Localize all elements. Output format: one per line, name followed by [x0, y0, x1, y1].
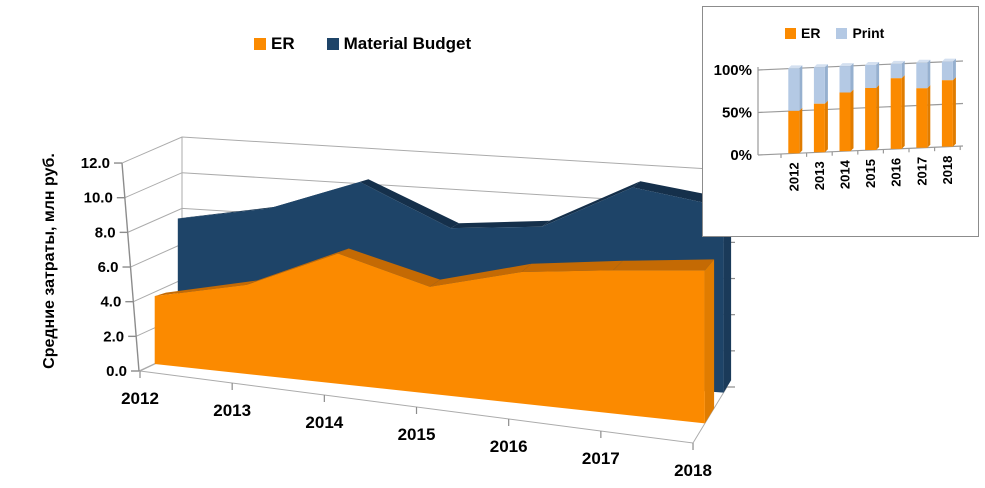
inset-er-legend-label: ER	[801, 25, 821, 41]
inset-y-tick-label: 0%	[730, 147, 752, 164]
print-bar-cap	[916, 59, 931, 63]
material-budget-area-top-surface	[359, 179, 459, 229]
inset-x-axis-label-2016: 2016	[889, 158, 904, 187]
er-legend-swatch	[254, 38, 266, 50]
x-axis-label-2014: 2014	[305, 413, 343, 432]
y-tick-label: 12.0	[81, 155, 110, 172]
er-bar-side	[876, 85, 880, 150]
print-bar-segment	[865, 65, 877, 88]
print-bar-side	[952, 58, 956, 81]
er-bar-segment	[890, 78, 902, 149]
er-bar-segment	[813, 103, 825, 153]
material-budget-area-top-surface	[177, 206, 278, 219]
x-axis-label-2012: 2012	[121, 389, 159, 408]
print-bar-segment	[890, 63, 902, 79]
er-bar-side	[824, 100, 828, 153]
er-area-side-face	[704, 259, 715, 424]
er-bar-side	[952, 77, 956, 147]
material-budget-legend-swatch	[326, 38, 339, 50]
y-tick-label: 4.0	[100, 294, 121, 311]
print-bar-side	[799, 65, 803, 111]
print-bar-cap	[865, 62, 880, 65]
inset-y-tick-label: 100%	[714, 62, 752, 79]
legend-item-material-budget: Material Budget	[326, 34, 472, 54]
gridline-12	[121, 136, 728, 171]
er-bar-segment	[941, 80, 953, 147]
er-area-front-face	[154, 253, 705, 424]
legend-item-er: ER	[254, 34, 295, 54]
print-bar-side	[850, 63, 854, 93]
er-area-top-surface	[613, 259, 715, 271]
inset-legend-item-er: ER	[785, 25, 820, 41]
material-budget-area-side-face	[723, 199, 732, 393]
y-tick-label: 8.0	[95, 224, 116, 241]
er-bar-side	[850, 89, 854, 152]
er-bar-segment	[865, 88, 877, 150]
y-axis-title: Средние затраты, млн руб.	[41, 153, 58, 369]
er-area-top-surface	[246, 248, 349, 285]
y-tick-label: 2.0	[103, 328, 124, 345]
print-bar-segment	[839, 66, 851, 93]
inset-y-tick-label: 50%	[722, 105, 752, 122]
main-legend: ER Material Budget	[254, 34, 503, 54]
er-area-top-surface	[338, 248, 441, 287]
print-bar-cap	[788, 65, 803, 69]
material-budget-area-top-surface	[450, 220, 550, 229]
y-tick-label: 10.0	[84, 190, 113, 207]
inset-legend-item-print: Print	[836, 25, 884, 41]
er-bar-segment	[839, 92, 851, 152]
material-budget-legend-label: Material Budget	[343, 34, 472, 53]
print-legend-label: Print	[852, 25, 885, 41]
y-tick-label: 0.0	[106, 363, 127, 380]
inset-er-legend-swatch	[785, 27, 796, 39]
print-bar-cap	[813, 64, 828, 68]
er-bar-side	[901, 75, 905, 149]
print-bar-segment	[788, 68, 800, 111]
y-tick-label: 6.0	[98, 259, 119, 276]
inset-stacked-bar-chart: 0% 50% 100% 2012 2013 2014 2015 2016 2017 2018	[714, 58, 964, 191]
print-bar-side	[876, 62, 880, 88]
er-area-top-surface	[154, 280, 258, 297]
material-budget-area-top-surface	[541, 181, 641, 227]
er-area-top-surface	[521, 260, 623, 272]
print-bar-segment	[916, 62, 928, 89]
inset-x-axis-label-2012: 2012	[786, 162, 801, 191]
print-bar-side	[824, 64, 828, 104]
inset-gridline-0	[757, 145, 964, 156]
inset-legend: ER Print	[785, 25, 900, 41]
print-legend-swatch	[836, 27, 848, 39]
print-bar-cap	[839, 63, 854, 67]
value-axis-line	[121, 162, 140, 372]
x-axis-label-2018: 2018	[674, 461, 712, 480]
inset-x-axis-label-2014: 2014	[838, 159, 853, 189]
er-legend-label: ER	[271, 34, 295, 53]
print-bar-side	[927, 59, 931, 89]
er-bar-side	[799, 107, 803, 154]
x-axis-label-2013: 2013	[213, 401, 251, 420]
print-bar-cap	[890, 60, 905, 64]
inset-x-axis-label-2013: 2013	[812, 161, 827, 190]
er-area-top-surface	[429, 263, 532, 287]
print-bar-cap	[941, 58, 956, 62]
inset-chart-panel: 0% 50% 100% 2012 2013 2014 2015 2016 2017 2018 ER…	[702, 6, 979, 237]
inset-x-axis-label-2017: 2017	[914, 157, 929, 186]
er-bar-segment	[916, 88, 928, 148]
er-bar-side	[927, 85, 931, 148]
inset-x-axis-label-2018: 2018	[940, 156, 955, 185]
x-axis-label-2016: 2016	[490, 437, 528, 456]
x-axis-label-2017: 2017	[582, 449, 620, 468]
print-bar-segment	[941, 61, 953, 81]
print-bar-segment	[813, 67, 825, 104]
x-axis-label-2015: 2015	[398, 425, 436, 444]
print-bar-side	[901, 60, 905, 79]
er-bar-segment	[788, 110, 800, 154]
inset-x-axis-label-2015: 2015	[863, 159, 878, 188]
